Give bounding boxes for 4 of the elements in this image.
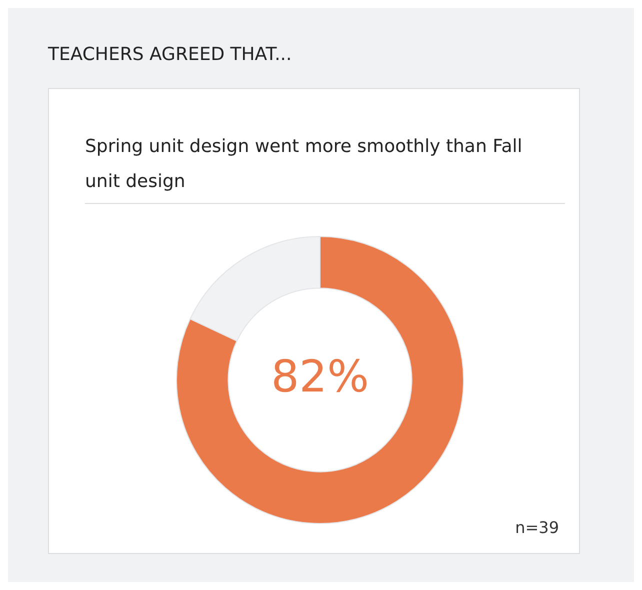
text: n=39 bbox=[515, 518, 559, 537]
chart-subtitle: Spring unit design went more smoothly than Fall unit design bbox=[85, 135, 524, 194]
chart-title: TEACHERS AGREED THAT... bbox=[48, 44, 292, 65]
data-label: 82% bbox=[271, 351, 369, 402]
